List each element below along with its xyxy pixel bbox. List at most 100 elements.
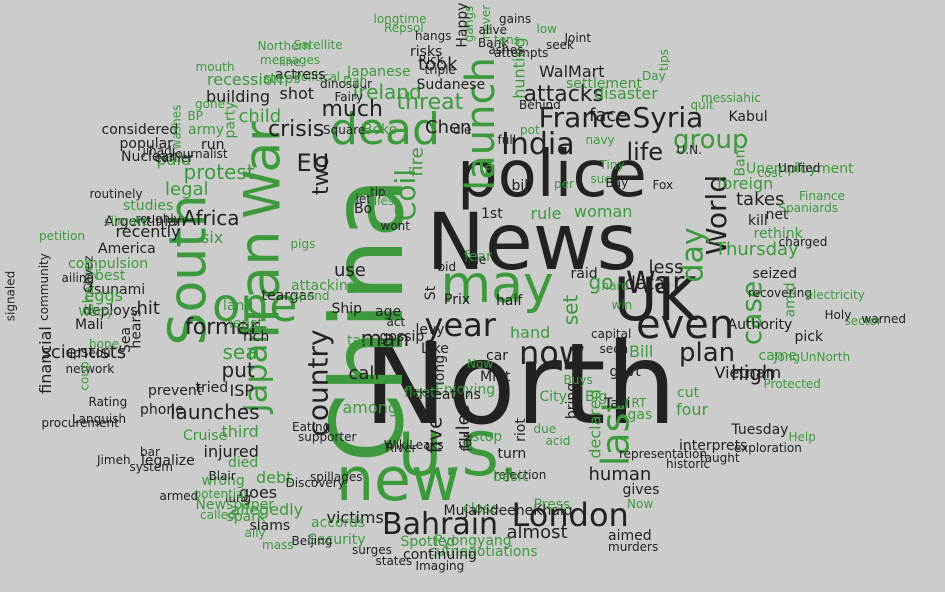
word-launches: launches [170, 400, 260, 424]
word-longtime: longtime [373, 12, 427, 26]
word-police: police [457, 138, 647, 212]
word-land: land [223, 298, 254, 314]
word-river: River [385, 441, 417, 455]
word-bo: Bo [354, 201, 373, 217]
word-gossip: gossip [379, 329, 425, 345]
word-took: took [418, 54, 458, 75]
word-war: War [626, 266, 685, 301]
word-satellite: Satellite [293, 38, 343, 52]
word-steps: steps [263, 71, 301, 87]
word-navy: navy [585, 133, 615, 147]
word-one: one [212, 278, 298, 332]
word-accords: accords [311, 515, 366, 531]
word-goes: goes [239, 483, 278, 502]
word-taught: taught [700, 451, 740, 465]
word-riot: riot [512, 418, 529, 442]
word-bar: bar [140, 445, 160, 459]
word-phone: phone [140, 402, 184, 418]
word-half: half [496, 293, 523, 309]
word-cruise: Cruise [183, 428, 228, 444]
word-attacks: attacks [523, 82, 605, 107]
word-messages: messages [260, 53, 321, 67]
word-rating: Rating [88, 395, 128, 409]
word-use: use [334, 260, 366, 281]
word-system: system [129, 460, 173, 474]
word-petition: petition [39, 229, 86, 243]
word-france: France [538, 101, 632, 134]
word-even: even [636, 302, 735, 348]
word-messiahic: messiahic [701, 91, 761, 105]
word-govt: govt [609, 364, 641, 380]
word-man: man [360, 327, 410, 352]
word-close: close [463, 501, 500, 517]
word-vietnam: Vietnam [714, 363, 782, 382]
word-argentinian: Argentinian [104, 214, 186, 230]
word-capital: capital [591, 327, 632, 341]
word-signaled: signaled [2, 270, 17, 322]
word-city: City [539, 389, 567, 405]
word-unemployment: Unemployment [746, 161, 854, 177]
word-tuesday: Tuesday [731, 422, 789, 438]
word-deploys: deploys [83, 303, 138, 319]
word-child: child [238, 106, 282, 127]
word-boko: Boko [363, 122, 398, 138]
word-dinosaur: dinosaur [320, 77, 373, 91]
word-prevent: prevent [148, 383, 203, 399]
word-interprets: interprets [679, 438, 748, 454]
word-allegedly: allegedly [230, 500, 304, 519]
word-pick: pick [794, 329, 824, 345]
word-hand: hand [510, 323, 551, 342]
word-day: Day [642, 69, 666, 83]
word-dies: dies [369, 194, 395, 208]
word-bay: Bay [605, 176, 629, 190]
word-warned: warned [861, 312, 907, 326]
word-bahrain: Bahrain [382, 507, 499, 542]
word-call: call [348, 363, 380, 384]
word-shot: shot [279, 84, 315, 103]
word-teargas: teargas [261, 288, 315, 304]
word-bill: Bill [629, 342, 654, 361]
word-india: India [501, 127, 575, 162]
word-run: run [201, 137, 225, 153]
word-threat: threat [396, 90, 464, 115]
word-wikileaks: WikiLeaks [384, 438, 444, 452]
word-protest: protest [183, 160, 255, 184]
word-press: Press [533, 497, 571, 513]
word-exploration: exploration [734, 441, 802, 455]
word-walmart: WalMart [539, 62, 605, 81]
word-victims: victims [326, 508, 384, 527]
word-community: community [36, 253, 51, 321]
word-long: long [432, 354, 449, 386]
word-japanese: Japanese [347, 64, 411, 80]
word-hope: hope [89, 337, 119, 351]
word-routinely: routinely [89, 187, 143, 201]
word-fairy: Fairy [334, 90, 364, 104]
word-spillages: spillages [310, 470, 363, 484]
word-car: car [486, 348, 509, 364]
word-seek: seek [546, 38, 574, 52]
word-mali: Mali [75, 317, 104, 333]
word-least: least [229, 316, 263, 332]
word-now: Now [627, 497, 654, 511]
word-tens: tens [494, 33, 520, 47]
word-ailing: ailing [61, 271, 95, 285]
word-political: Political [294, 70, 341, 84]
word-mint: Mint [480, 369, 511, 385]
word-bp: BP [187, 109, 203, 123]
word-happy: Happy [454, 2, 471, 48]
word-raid: raid [570, 266, 598, 282]
word-gone: gone [195, 97, 225, 111]
word-u-s-: U.S. [398, 420, 519, 490]
word-recovering: recovering [748, 286, 812, 300]
word-roughly: roughly [135, 212, 181, 226]
word-spaniards: Spaniards [778, 201, 838, 215]
word-called: called [200, 508, 236, 522]
word-died: died [228, 455, 259, 471]
word-rich: rich [243, 329, 270, 345]
word-legal: legal [165, 179, 209, 200]
word-die: die [453, 123, 472, 137]
word-jongunnorth: JongUnNorth [774, 350, 851, 364]
word-paid: paid [156, 150, 192, 169]
word-tried: tried [195, 380, 229, 396]
word-actress: actress [275, 67, 326, 83]
